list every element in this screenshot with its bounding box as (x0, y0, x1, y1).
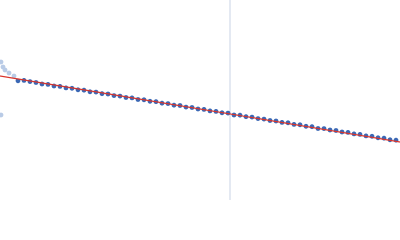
data-point (0, 112, 4, 118)
data-point (2, 67, 8, 73)
chart (0, 0, 400, 200)
fit-line (0, 75, 400, 143)
data-point (0, 59, 4, 65)
data-point (6, 70, 12, 76)
data-point (11, 73, 17, 79)
